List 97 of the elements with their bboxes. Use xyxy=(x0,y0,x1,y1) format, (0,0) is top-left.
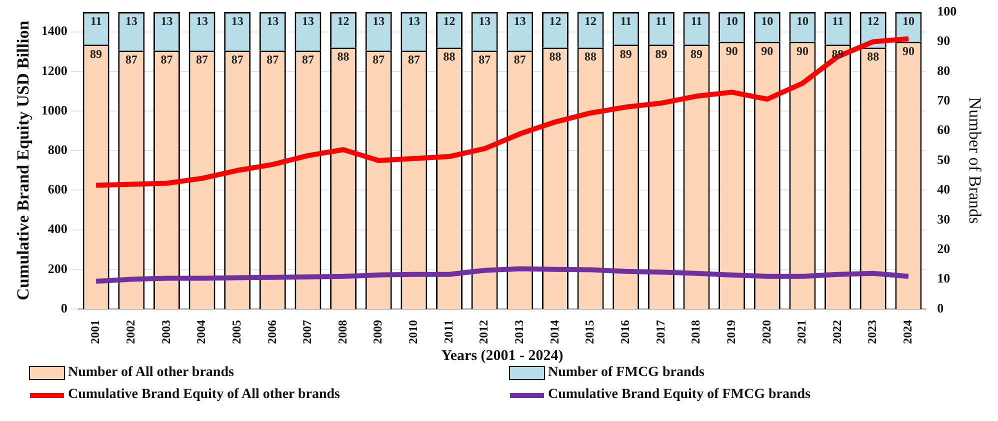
x-tick-label: 2020 xyxy=(759,320,774,344)
y-tick-label: 800 xyxy=(48,142,68,157)
y2-tick-label: 70 xyxy=(937,92,950,108)
x-axis-title: Years (2001 - 2024) xyxy=(441,348,564,364)
data-label: 13 xyxy=(231,14,244,28)
x-tick-label: 2004 xyxy=(194,320,208,344)
data-label: 12 xyxy=(337,14,350,28)
data-label: 87 xyxy=(372,52,385,67)
data-label: 13 xyxy=(478,14,491,28)
data-label: 88 xyxy=(337,50,350,64)
y2-axis-title: Number of Brands xyxy=(965,97,984,224)
x-tick-label: 2002 xyxy=(123,320,138,344)
legend-label: Number of FMCG brands xyxy=(548,365,704,381)
data-label: 90 xyxy=(796,44,808,58)
data-label: 10 xyxy=(902,14,914,28)
data-label: 88 xyxy=(867,50,880,64)
x-tick-label: 2006 xyxy=(264,320,279,344)
x-tick-label: 2021 xyxy=(794,320,809,344)
data-label: 89 xyxy=(655,46,668,61)
x-tick-label: 2019 xyxy=(724,320,738,344)
y2-tick-label: 0 xyxy=(937,300,944,316)
data-label: 11 xyxy=(656,14,667,28)
data-label: 87 xyxy=(408,52,420,67)
data-label: 11 xyxy=(832,14,844,28)
data-label: 11 xyxy=(690,14,702,28)
y-tick-label: 1000 xyxy=(41,102,68,118)
data-label: 89 xyxy=(690,46,703,61)
data-label: 13 xyxy=(196,14,208,28)
y2-tick-label: 40 xyxy=(937,182,950,197)
data-label: 87 xyxy=(266,52,279,67)
y2-tick-label: 100 xyxy=(937,3,957,18)
x-tick-label: 2010 xyxy=(406,320,420,344)
data-label: 89 xyxy=(90,46,102,61)
y-tick-label: 0 xyxy=(60,300,68,316)
data-label: 87 xyxy=(125,52,138,67)
data-label: 88 xyxy=(584,50,597,64)
data-label: 89 xyxy=(620,46,632,61)
data-label: 87 xyxy=(231,52,244,67)
data-label: 10 xyxy=(726,14,738,28)
data-label: 90 xyxy=(726,44,738,58)
x-tick-label: 2008 xyxy=(335,320,350,344)
x-tick-label: 2014 xyxy=(547,320,562,344)
data-label: 13 xyxy=(302,14,314,28)
x-tick-label: 2005 xyxy=(229,320,244,344)
x-tick-label: 2024 xyxy=(900,320,915,344)
x-tick-label: 2018 xyxy=(688,320,703,344)
data-label: 10 xyxy=(761,14,774,28)
y-axis-title: Cumulative Brand Equity USD Billion xyxy=(14,20,33,300)
data-label: 13 xyxy=(125,14,138,28)
x-tick-label: 2001 xyxy=(88,320,102,344)
data-label: 13 xyxy=(266,14,279,28)
x-tick-label: 2011 xyxy=(441,320,456,344)
x-tick-label: 2003 xyxy=(158,320,173,344)
data-label: 13 xyxy=(160,14,173,28)
data-label: 10 xyxy=(796,14,808,28)
y-tick-label: 400 xyxy=(48,221,68,236)
data-label: 13 xyxy=(372,14,385,28)
data-label: 90 xyxy=(902,44,914,58)
data-label: 12 xyxy=(584,14,597,28)
data-label: 12 xyxy=(867,14,880,28)
data-label: 87 xyxy=(302,52,314,67)
data-label: 87 xyxy=(478,52,491,67)
data-label: 11 xyxy=(90,14,102,28)
y2-tick-label: 50 xyxy=(937,152,950,167)
y-tick-label: 1400 xyxy=(41,23,68,38)
legend-label: Cumulative Brand Equity of FMCG brands xyxy=(548,387,811,403)
x-tick-label: 2007 xyxy=(300,320,314,344)
data-label: 88 xyxy=(443,50,456,64)
data-label: 87 xyxy=(196,52,208,67)
data-label: 88 xyxy=(549,50,562,64)
data-label: 13 xyxy=(408,14,420,28)
data-label: 87 xyxy=(160,52,173,67)
x-tick-label: 2012 xyxy=(476,320,491,344)
x-tick-label: 2023 xyxy=(865,320,880,344)
y-tick-label: 1200 xyxy=(41,62,68,78)
data-label: 12 xyxy=(443,14,456,28)
y2-tick-label: 90 xyxy=(937,33,950,48)
y-tick-label: 600 xyxy=(48,182,68,197)
legend-label: Number of All other brands xyxy=(68,365,234,381)
data-label: 13 xyxy=(514,14,526,28)
x-tick-label: 2009 xyxy=(370,320,385,344)
x-tick-label: 2022 xyxy=(830,320,844,344)
y-tick-label: 200 xyxy=(48,260,68,276)
y2-tick-label: 60 xyxy=(937,122,950,138)
data-label: 12 xyxy=(549,14,562,28)
x-tick-label: 2015 xyxy=(582,320,597,344)
y2-tick-label: 10 xyxy=(937,270,950,286)
x-tick-label: 2017 xyxy=(653,320,668,344)
x-tick-label: 2016 xyxy=(618,320,632,344)
legend-label: Cumulative Brand Equity of All other brands xyxy=(68,387,340,403)
x-tick-label: 2013 xyxy=(512,320,526,344)
y2-tick-label: 20 xyxy=(937,240,950,256)
data-label: 11 xyxy=(620,14,632,28)
y2-tick-label: 30 xyxy=(937,211,950,226)
data-label: 90 xyxy=(761,44,774,58)
data-label: 87 xyxy=(514,52,526,67)
y2-tick-label: 80 xyxy=(937,62,950,78)
